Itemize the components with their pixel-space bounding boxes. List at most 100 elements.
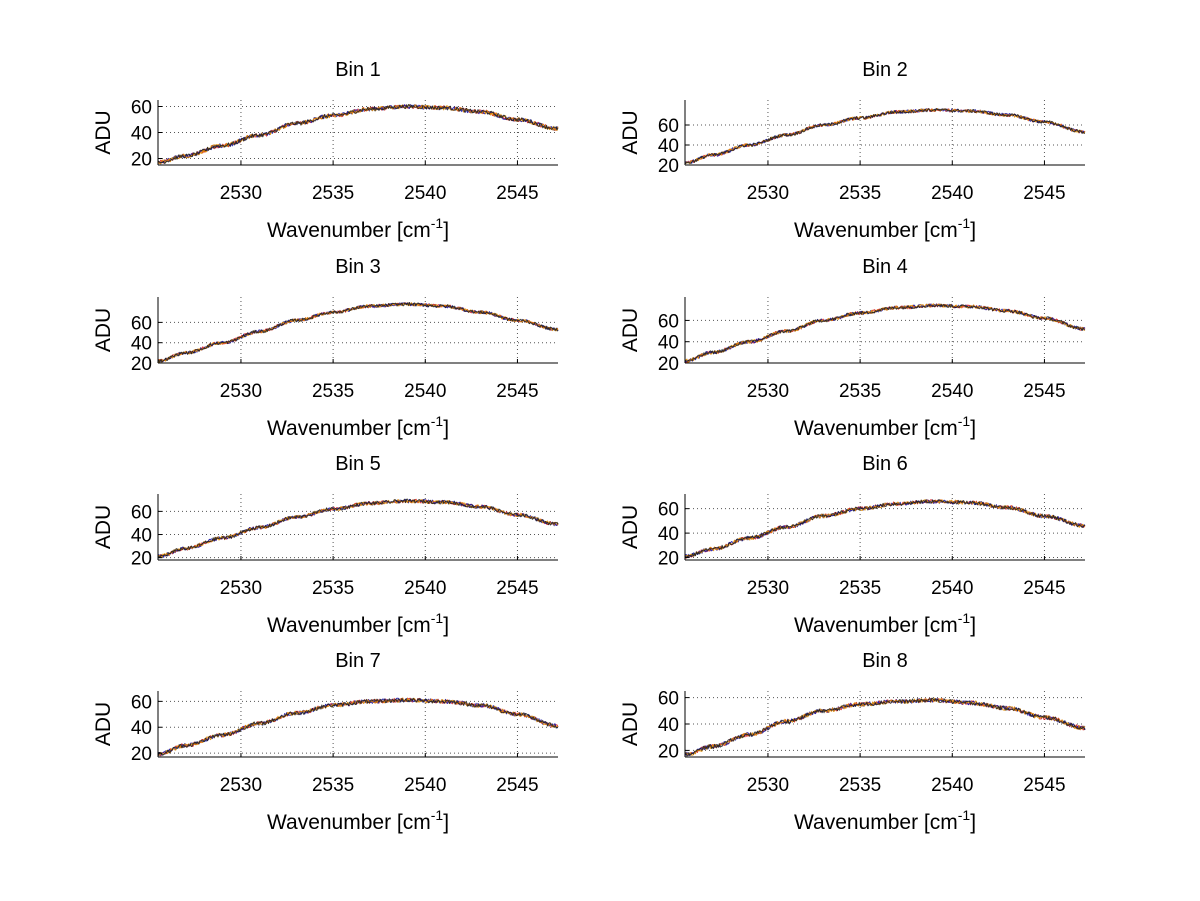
- x-axis-label: Wavenumber [cm-1]: [794, 610, 976, 637]
- x-tick-label: 2535: [839, 775, 881, 796]
- trace-line: [684, 499, 1086, 558]
- trace-line: [157, 104, 559, 165]
- x-tick-label: 2530: [220, 381, 262, 402]
- x-tick-label: 2530: [747, 183, 789, 204]
- trace-line: [157, 697, 559, 757]
- x-tick-label: 2535: [312, 775, 354, 796]
- y-tick-label: 20: [131, 150, 152, 171]
- x-axis-label: Wavenumber [cm-1]: [267, 610, 449, 637]
- x-tick-label: 2545: [496, 183, 538, 204]
- y-tick-label: 40: [658, 333, 679, 354]
- trace-line: [684, 108, 1085, 165]
- trace-line: [157, 104, 559, 164]
- x-tick-label: 2545: [496, 775, 538, 796]
- x-tick-label: 2530: [220, 183, 262, 204]
- trace-line: [157, 697, 559, 756]
- plot-area: [685, 100, 1085, 165]
- x-tick-label: 2530: [747, 578, 789, 599]
- y-tick-label: 40: [131, 718, 152, 739]
- x-tick-label: 2540: [404, 578, 446, 599]
- y-axis-label: ADU: [619, 110, 642, 154]
- y-tick-label: 40: [131, 526, 152, 547]
- y-tick-label: 60: [131, 313, 152, 334]
- x-axis-label: Wavenumber [cm-1]: [267, 807, 449, 834]
- x-tick-label: 2530: [747, 381, 789, 402]
- subplot-1: 2530 2535 2540 2545 20 40 60 Bin 1 Wavenumber [c…: [92, 59, 559, 242]
- y-axis-label: ADU: [619, 505, 642, 549]
- subplot-8: 2530 2535 2540 2545 20 40 60 Bin 8 Wavenumber [c…: [619, 650, 1086, 834]
- trace-line: [684, 697, 1086, 757]
- x-tick-label: 2535: [839, 381, 881, 402]
- y-tick-label: 60: [131, 98, 152, 119]
- trace-line: [157, 498, 559, 559]
- y-tick-label: 20: [658, 741, 679, 762]
- y-axis-label: ADU: [92, 505, 115, 549]
- y-tick-label: 60: [131, 502, 152, 523]
- trace-line: [157, 302, 559, 363]
- x-tick-label: 2540: [931, 381, 973, 402]
- x-axis-label: Wavenumber [cm-1]: [267, 215, 449, 242]
- x-tick-label: 2535: [312, 381, 354, 402]
- x-tick-label: 2545: [496, 578, 538, 599]
- plot-area: [685, 297, 1085, 363]
- subplot-7: 2530 2535 2540 2545 20 40 60 Bin 7 Wavenumber [c…: [92, 650, 559, 834]
- trace-line: [684, 303, 1086, 362]
- subplot-title: Bin 1: [335, 59, 381, 81]
- x-tick-label: 2545: [1023, 183, 1065, 204]
- y-tick-label: 40: [131, 124, 152, 145]
- subplot-title: Bin 5: [335, 453, 381, 475]
- x-tick-label: 2540: [931, 183, 973, 204]
- x-tick-label: 2545: [496, 381, 538, 402]
- x-tick-label: 2530: [220, 578, 262, 599]
- subplot-title: Bin 3: [335, 256, 381, 278]
- y-axis-label: ADU: [92, 308, 115, 352]
- y-tick-label: 20: [658, 156, 679, 177]
- x-tick-label: 2540: [931, 578, 973, 599]
- x-tick-label: 2545: [1023, 578, 1065, 599]
- x-tick-label: 2540: [404, 775, 446, 796]
- x-tick-label: 2545: [1023, 381, 1065, 402]
- y-tick-label: 20: [658, 549, 679, 570]
- trace-line: [684, 303, 1086, 363]
- y-axis-label: ADU: [619, 702, 642, 746]
- subplot-6: 2530 2535 2540 2545 20 40 60 Bin 6 Wavenumber [c…: [619, 453, 1086, 637]
- x-tick-label: 2530: [747, 775, 789, 796]
- y-axis-label: ADU: [619, 308, 642, 352]
- subplot-title: Bin 8: [862, 650, 908, 672]
- y-tick-label: 60: [658, 311, 679, 332]
- y-axis-label: ADU: [92, 110, 115, 154]
- y-tick-label: 60: [658, 500, 679, 521]
- x-tick-label: 2535: [312, 578, 354, 599]
- y-tick-label: 60: [131, 692, 152, 713]
- y-axis-label: ADU: [92, 702, 115, 746]
- y-tick-label: 40: [131, 334, 152, 355]
- x-axis-label: Wavenumber [cm-1]: [267, 413, 449, 440]
- y-tick-label: 40: [658, 524, 679, 545]
- x-axis-label: Wavenumber [cm-1]: [794, 215, 976, 242]
- y-tick-label: 20: [658, 354, 679, 375]
- subplot-title: Bin 7: [335, 650, 381, 672]
- x-tick-label: 2540: [404, 381, 446, 402]
- x-tick-label: 2545: [1023, 775, 1065, 796]
- x-tick-label: 2530: [220, 775, 262, 796]
- x-tick-label: 2535: [312, 183, 354, 204]
- y-tick-label: 20: [131, 354, 152, 375]
- y-tick-label: 60: [658, 116, 679, 137]
- y-tick-label: 40: [658, 136, 679, 157]
- y-tick-label: 20: [131, 744, 152, 765]
- subplot-title: Bin 4: [862, 256, 908, 278]
- x-tick-label: 2540: [931, 775, 973, 796]
- subplot-title: Bin 6: [862, 453, 908, 475]
- x-tick-label: 2535: [839, 183, 881, 204]
- x-axis-label: Wavenumber [cm-1]: [794, 807, 976, 834]
- y-tick-label: 60: [658, 689, 679, 710]
- x-axis-label: Wavenumber [cm-1]: [794, 413, 976, 440]
- y-tick-label: 40: [658, 715, 679, 736]
- y-tick-label: 20: [131, 549, 152, 570]
- x-tick-label: 2535: [839, 578, 881, 599]
